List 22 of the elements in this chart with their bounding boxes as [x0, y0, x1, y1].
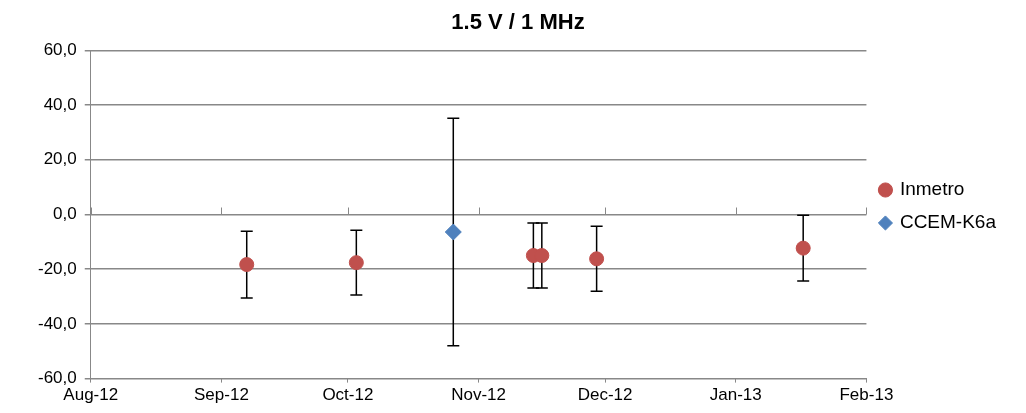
point	[239, 257, 255, 273]
legend-label: CCEM-K6a	[899, 211, 997, 233]
point	[589, 251, 605, 267]
x-tick-label: Sep-12	[194, 385, 249, 405]
point	[348, 255, 364, 271]
y-tick-label: -60,0	[38, 368, 77, 388]
y-tick-label: -40,0	[38, 313, 77, 333]
legend-label: Inmetro	[899, 178, 965, 200]
x-tick-label: Aug-12	[63, 385, 119, 405]
y-tick-label: 20,0	[43, 149, 77, 169]
x-tick-label: Dec-12	[577, 385, 633, 405]
x-tick-label: Jan-13	[709, 385, 762, 405]
y-tick-label: -20,0	[38, 258, 77, 278]
y-tick-label: 60,0	[43, 40, 77, 60]
x-tick-label: Feb-13	[839, 385, 894, 405]
y-tick-label: 0,0	[53, 204, 77, 224]
x-tick-label: Nov-12	[451, 385, 506, 405]
y-tick-label: 40,0	[43, 94, 77, 114]
point	[444, 223, 462, 241]
chart-title: 1.5 V / 1 MHz	[451, 9, 585, 35]
x-tick-label: Oct-12	[322, 385, 374, 405]
point	[795, 240, 811, 256]
